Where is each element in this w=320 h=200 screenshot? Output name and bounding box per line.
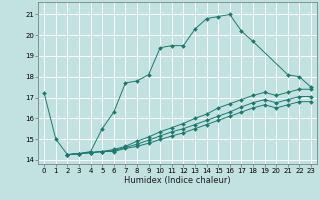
X-axis label: Humidex (Indice chaleur): Humidex (Indice chaleur)	[124, 176, 231, 185]
